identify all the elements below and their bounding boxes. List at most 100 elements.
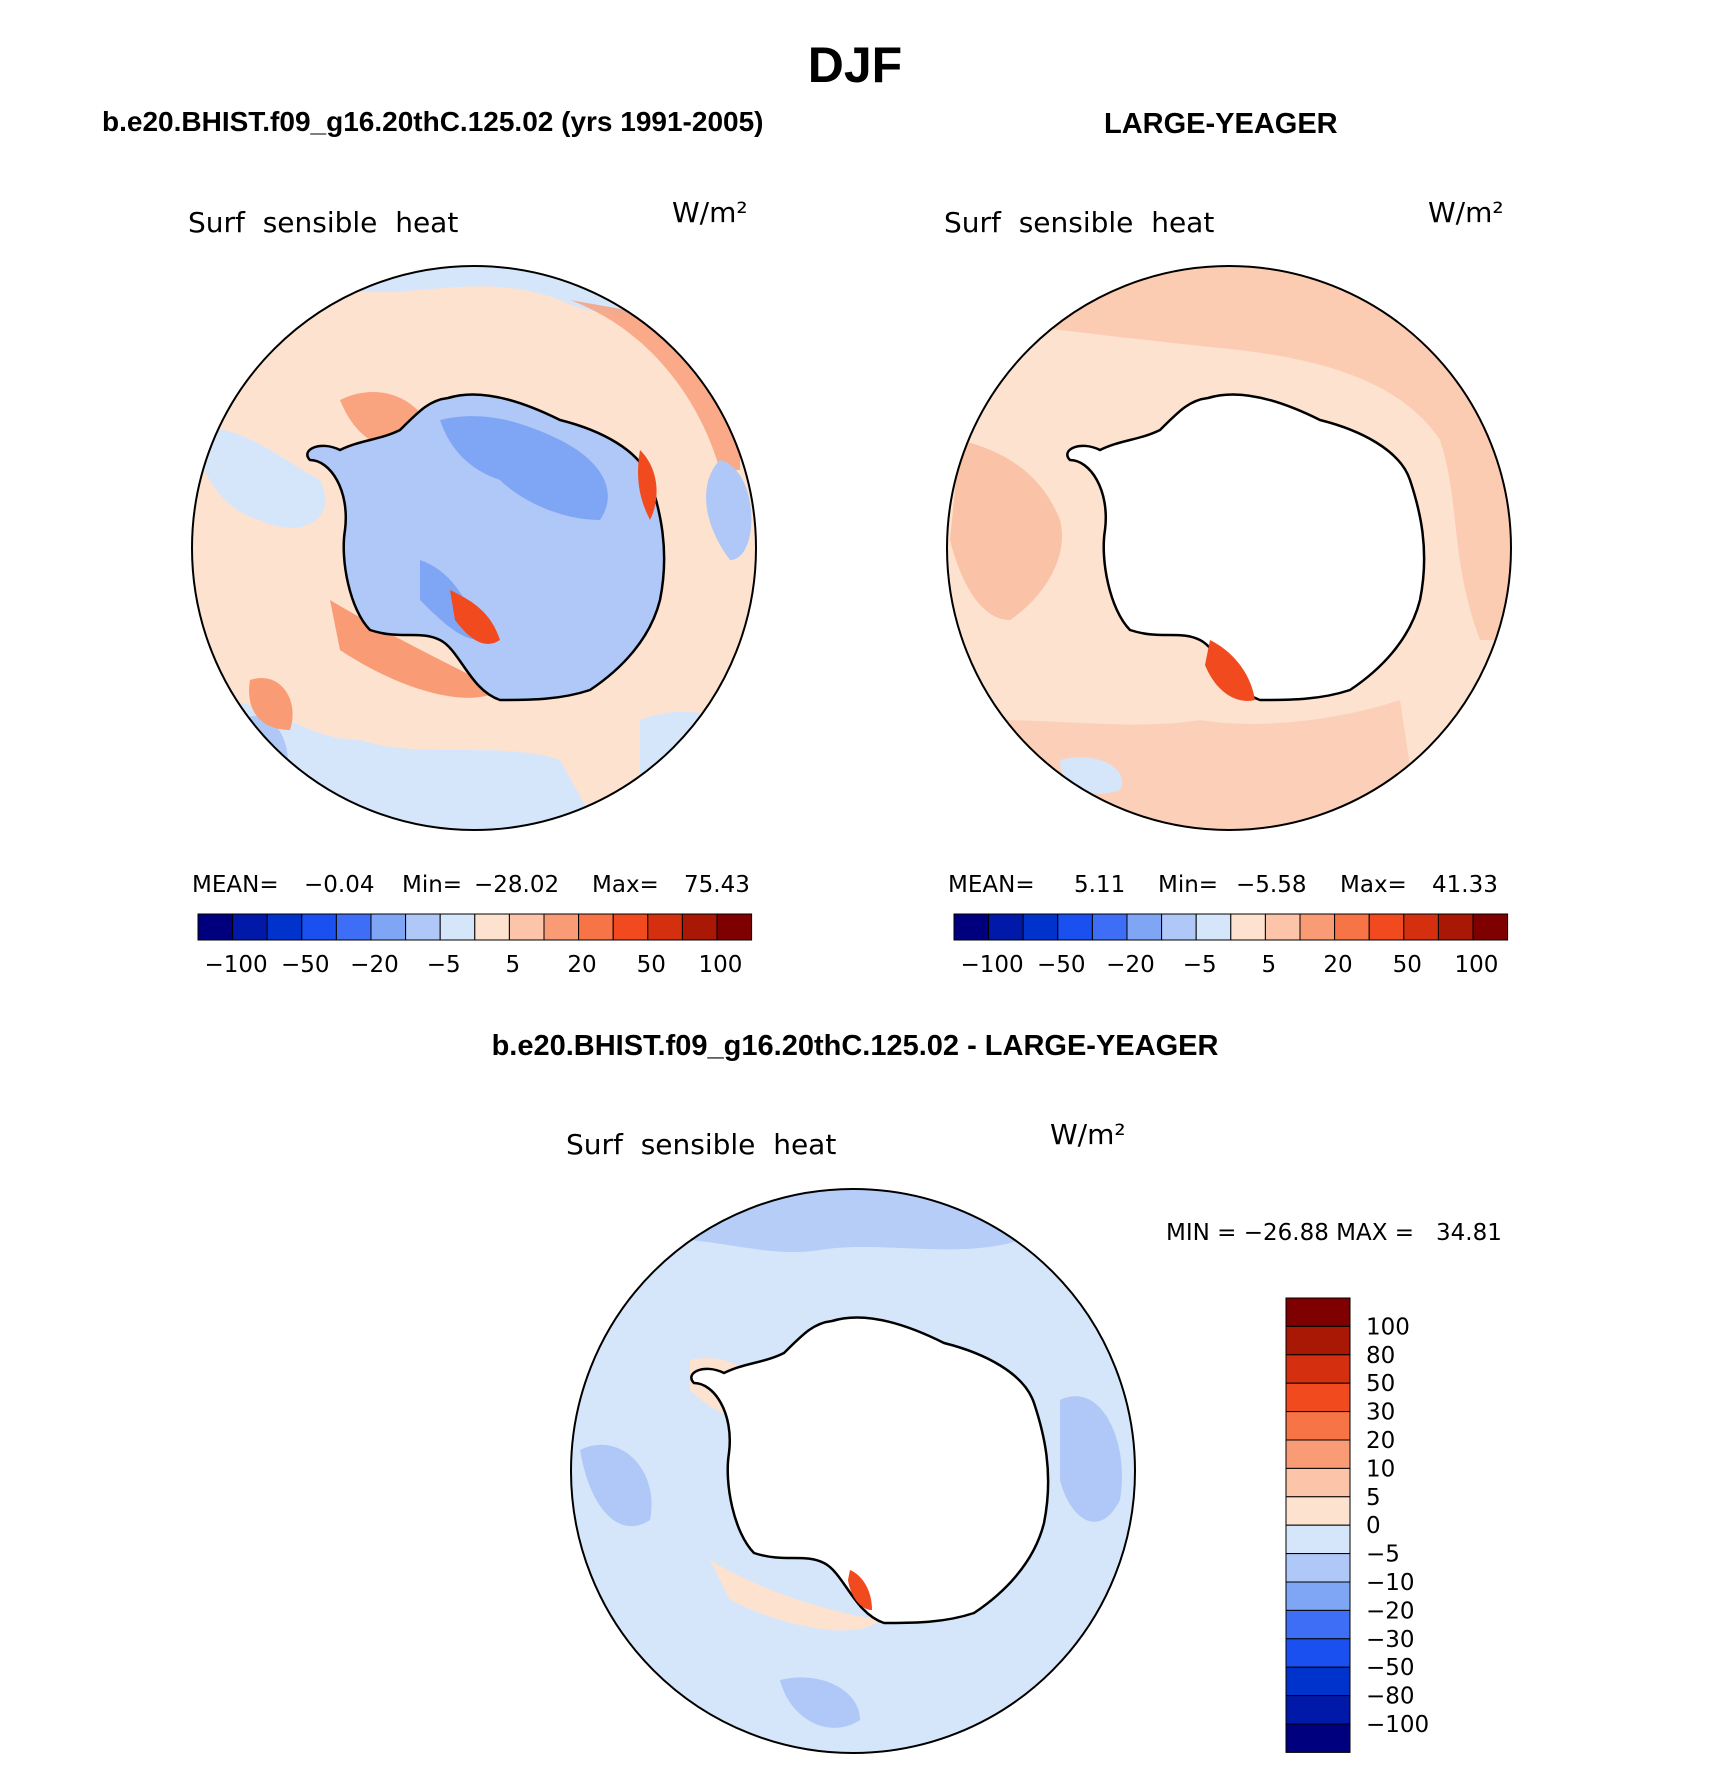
colorbar-tick-label: 100 [1455, 952, 1499, 978]
colorbar-swatch [578, 913, 614, 941]
colorbar-swatch [1285, 1297, 1351, 1327]
colorbar-swatch [1264, 913, 1301, 941]
right-colorbar: −100 −50 −20 −5 5 20 50 100 [953, 913, 1509, 978]
colorbar-swatch [1022, 913, 1059, 941]
bottom-units-label: W/m² [1050, 1118, 1126, 1151]
right-max-value: 41.33 [1432, 872, 1498, 898]
colorbar-tick-label: 50 [637, 952, 666, 978]
left-colorbar: −100 −50 −20 −5 5 20 50 100 [197, 913, 753, 978]
left-variable-label: Surf sensible heat [188, 206, 459, 239]
right-min-label: Min= [1158, 872, 1219, 898]
right-mean-label: MEAN= [948, 872, 1035, 898]
colorbar-swatch [508, 913, 545, 941]
colorbar-tick-label: −20 [350, 952, 399, 978]
bottom-minmax-label: MIN = −26.88 MAX = 34.81 [1166, 1220, 1502, 1246]
bottom-map [570, 1188, 1136, 1754]
colorbar-swatch [681, 913, 718, 941]
colorbar-tick-label: −20 [1106, 952, 1155, 978]
colorbar-tick-label: −100 [960, 952, 1023, 978]
colorbar-swatch [1403, 913, 1439, 941]
colorbar-tick-label: −5 [1366, 1542, 1400, 1568]
right-variable-label: Surf sensible heat [944, 206, 1215, 239]
colorbar-swatch [1285, 1354, 1351, 1384]
colorbar-swatch [1285, 1496, 1351, 1526]
colorbar-swatch [1230, 913, 1266, 941]
colorbar-tick-label: −80 [1366, 1684, 1415, 1710]
colorbar-swatch [266, 913, 303, 941]
colorbar-swatch [1334, 913, 1370, 941]
colorbar-tick-label: 10 [1366, 1456, 1395, 1482]
left-min-value: −28.02 [474, 872, 560, 898]
right-mean-value: 5.11 [1074, 872, 1126, 898]
colorbar-tick-label: 100 [1366, 1314, 1410, 1340]
right-units-label: W/m² [1428, 196, 1504, 229]
colorbar-swatch [543, 913, 580, 941]
colorbar-tick-label: 5 [506, 952, 521, 978]
colorbar-swatch [1057, 913, 1093, 941]
colorbar-tick-label: −50 [1366, 1655, 1415, 1681]
left-max-label: Max= [592, 872, 659, 898]
colorbar-swatch [988, 913, 1024, 941]
left-mean-label: MEAN= [192, 872, 279, 898]
right-map [946, 265, 1512, 831]
colorbar-swatch [1285, 1382, 1351, 1413]
colorbar-swatch [439, 913, 476, 941]
left-map [191, 265, 757, 831]
colorbar-tick-label: 0 [1366, 1513, 1381, 1539]
colorbar-tick-label: 30 [1366, 1400, 1395, 1426]
colorbar-swatch [1285, 1666, 1351, 1697]
left-mean-value: −0.04 [304, 872, 375, 898]
colorbar-tick-label: −20 [1366, 1598, 1415, 1624]
colorbar-swatch [612, 913, 649, 941]
colorbar-swatch [405, 913, 441, 941]
colorbar-tick-label: −100 [1366, 1712, 1429, 1738]
colorbar-swatch [1126, 913, 1163, 941]
colorbar-swatch [370, 913, 407, 941]
colorbar-swatch [1285, 1439, 1351, 1469]
colorbar-tick-label: 5 [1262, 952, 1277, 978]
colorbar-tick-label: −10 [1366, 1570, 1415, 1596]
colorbar-swatch [1437, 913, 1474, 941]
colorbar-swatch [1472, 913, 1509, 941]
left-max-value: 75.43 [684, 872, 750, 898]
left-units-label: W/m² [672, 196, 748, 229]
bottom-panel-header: b.e20.BHIST.f09_g16.20thC.125.02 - LARGE… [491, 1030, 1219, 1062]
colorbar-swatch [1285, 1609, 1351, 1640]
colorbar-tick-label: 100 [699, 952, 743, 978]
colorbar-tick-label: −100 [204, 952, 267, 978]
colorbar-tick-label: −5 [427, 952, 461, 978]
colorbar-swatch [301, 913, 337, 941]
colorbar-swatch [1285, 1723, 1351, 1753]
left-min-label: Min= [402, 872, 463, 898]
colorbar-swatch [1285, 1581, 1351, 1611]
colorbar-tick-label: 50 [1393, 952, 1422, 978]
left-panel-header: b.e20.BHIST.f09_g16.20thC.125.02 (yrs 19… [102, 106, 764, 137]
right-panel-header: LARGE-YEAGER [1104, 108, 1338, 140]
right-max-label: Max= [1340, 872, 1407, 898]
colorbar-swatch [1285, 1553, 1351, 1583]
colorbar-swatch [1161, 913, 1197, 941]
colorbar-swatch [335, 913, 372, 941]
colorbar-tick-label: 20 [1366, 1428, 1395, 1454]
colorbar-swatch [474, 913, 510, 941]
colorbar-swatch [1195, 913, 1232, 941]
colorbar-swatch [1285, 1411, 1351, 1441]
colorbar-tick-label: 20 [1323, 952, 1352, 978]
colorbar-swatch [1285, 1695, 1351, 1725]
bottom-variable-label: Surf sensible heat [566, 1128, 837, 1161]
colorbar-swatch [1368, 913, 1405, 941]
colorbar-tick-label: 80 [1366, 1343, 1395, 1369]
colorbar-swatch [716, 913, 753, 941]
colorbar-swatch [1285, 1467, 1351, 1498]
colorbar-swatch [1285, 1524, 1351, 1555]
season-title: DJF [807, 37, 903, 93]
colorbar-swatch [197, 913, 234, 941]
colorbar-tick-label: −50 [1037, 952, 1086, 978]
colorbar-tick-label: −50 [281, 952, 330, 978]
colorbar-swatch [647, 913, 683, 941]
colorbar-tick-label: 20 [567, 952, 596, 978]
colorbar-swatch [1285, 1325, 1351, 1356]
colorbar-swatch [953, 913, 990, 941]
